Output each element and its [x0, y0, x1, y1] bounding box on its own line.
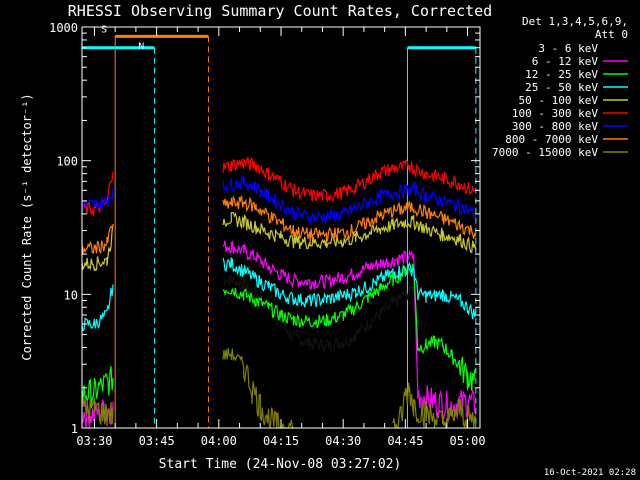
- x-tick-label: 04:30: [325, 434, 361, 448]
- legend-header-line-1: Det 1,3,4,5,6,9,: [522, 15, 628, 28]
- plot-marks: NS: [81, 24, 477, 430]
- x-tick-label: 04:15: [263, 434, 299, 448]
- x-tick-label: 03:45: [139, 434, 175, 448]
- series-line: [81, 263, 477, 409]
- x-tick-label: 03:30: [76, 434, 112, 448]
- series-line: [81, 257, 477, 332]
- series-line: [222, 273, 415, 354]
- generated-timestamp: 16-Oct-2021 02:28: [544, 468, 636, 478]
- night-label: N: [138, 42, 144, 53]
- legend-header-line-2: Att 0: [595, 28, 628, 41]
- axis-marks: 1 10 100 1000 03:30 03:45 04:00 04:15 04:30 04:45…: [49, 21, 486, 448]
- legend-label: 12 - 25 keV: [525, 68, 598, 81]
- legend-label: 100 - 300 keV: [512, 107, 598, 120]
- x-tick-label: 05:00: [450, 434, 486, 448]
- series-line: [81, 156, 477, 217]
- x-tick-label: 04:45: [387, 434, 423, 448]
- legend-label: 50 - 100 keV: [519, 94, 599, 107]
- x-tick-label: 04:00: [201, 434, 237, 448]
- series-line: [81, 175, 477, 225]
- y-tick-label: 10: [64, 288, 78, 302]
- legend-label: 25 - 50 keV: [525, 81, 598, 94]
- series-line: [81, 194, 477, 254]
- legend-label: 3 - 6 keV: [538, 42, 598, 55]
- y-axis-label: Corrected Count Rate (s⁻¹ detector⁻¹): [20, 93, 34, 360]
- legend-label: 300 - 800 keV: [512, 120, 598, 133]
- legend-label: 800 - 7000 keV: [505, 133, 598, 146]
- legend-label: 7000 - 15000 keV: [492, 146, 598, 159]
- chart-title: RHESSI Observing Summary Count Rates, Co…: [68, 2, 492, 20]
- legend-label: 6 - 12 keV: [532, 55, 599, 68]
- saa-label: S: [101, 24, 107, 35]
- y-tick-label: 100: [56, 155, 78, 169]
- x-axis-label: Start Time (24-Nov-08 03:27:02): [159, 457, 402, 472]
- series-line: [81, 211, 477, 271]
- y-tick-label: 1000: [49, 21, 78, 35]
- y-tick-label: 1: [71, 422, 78, 436]
